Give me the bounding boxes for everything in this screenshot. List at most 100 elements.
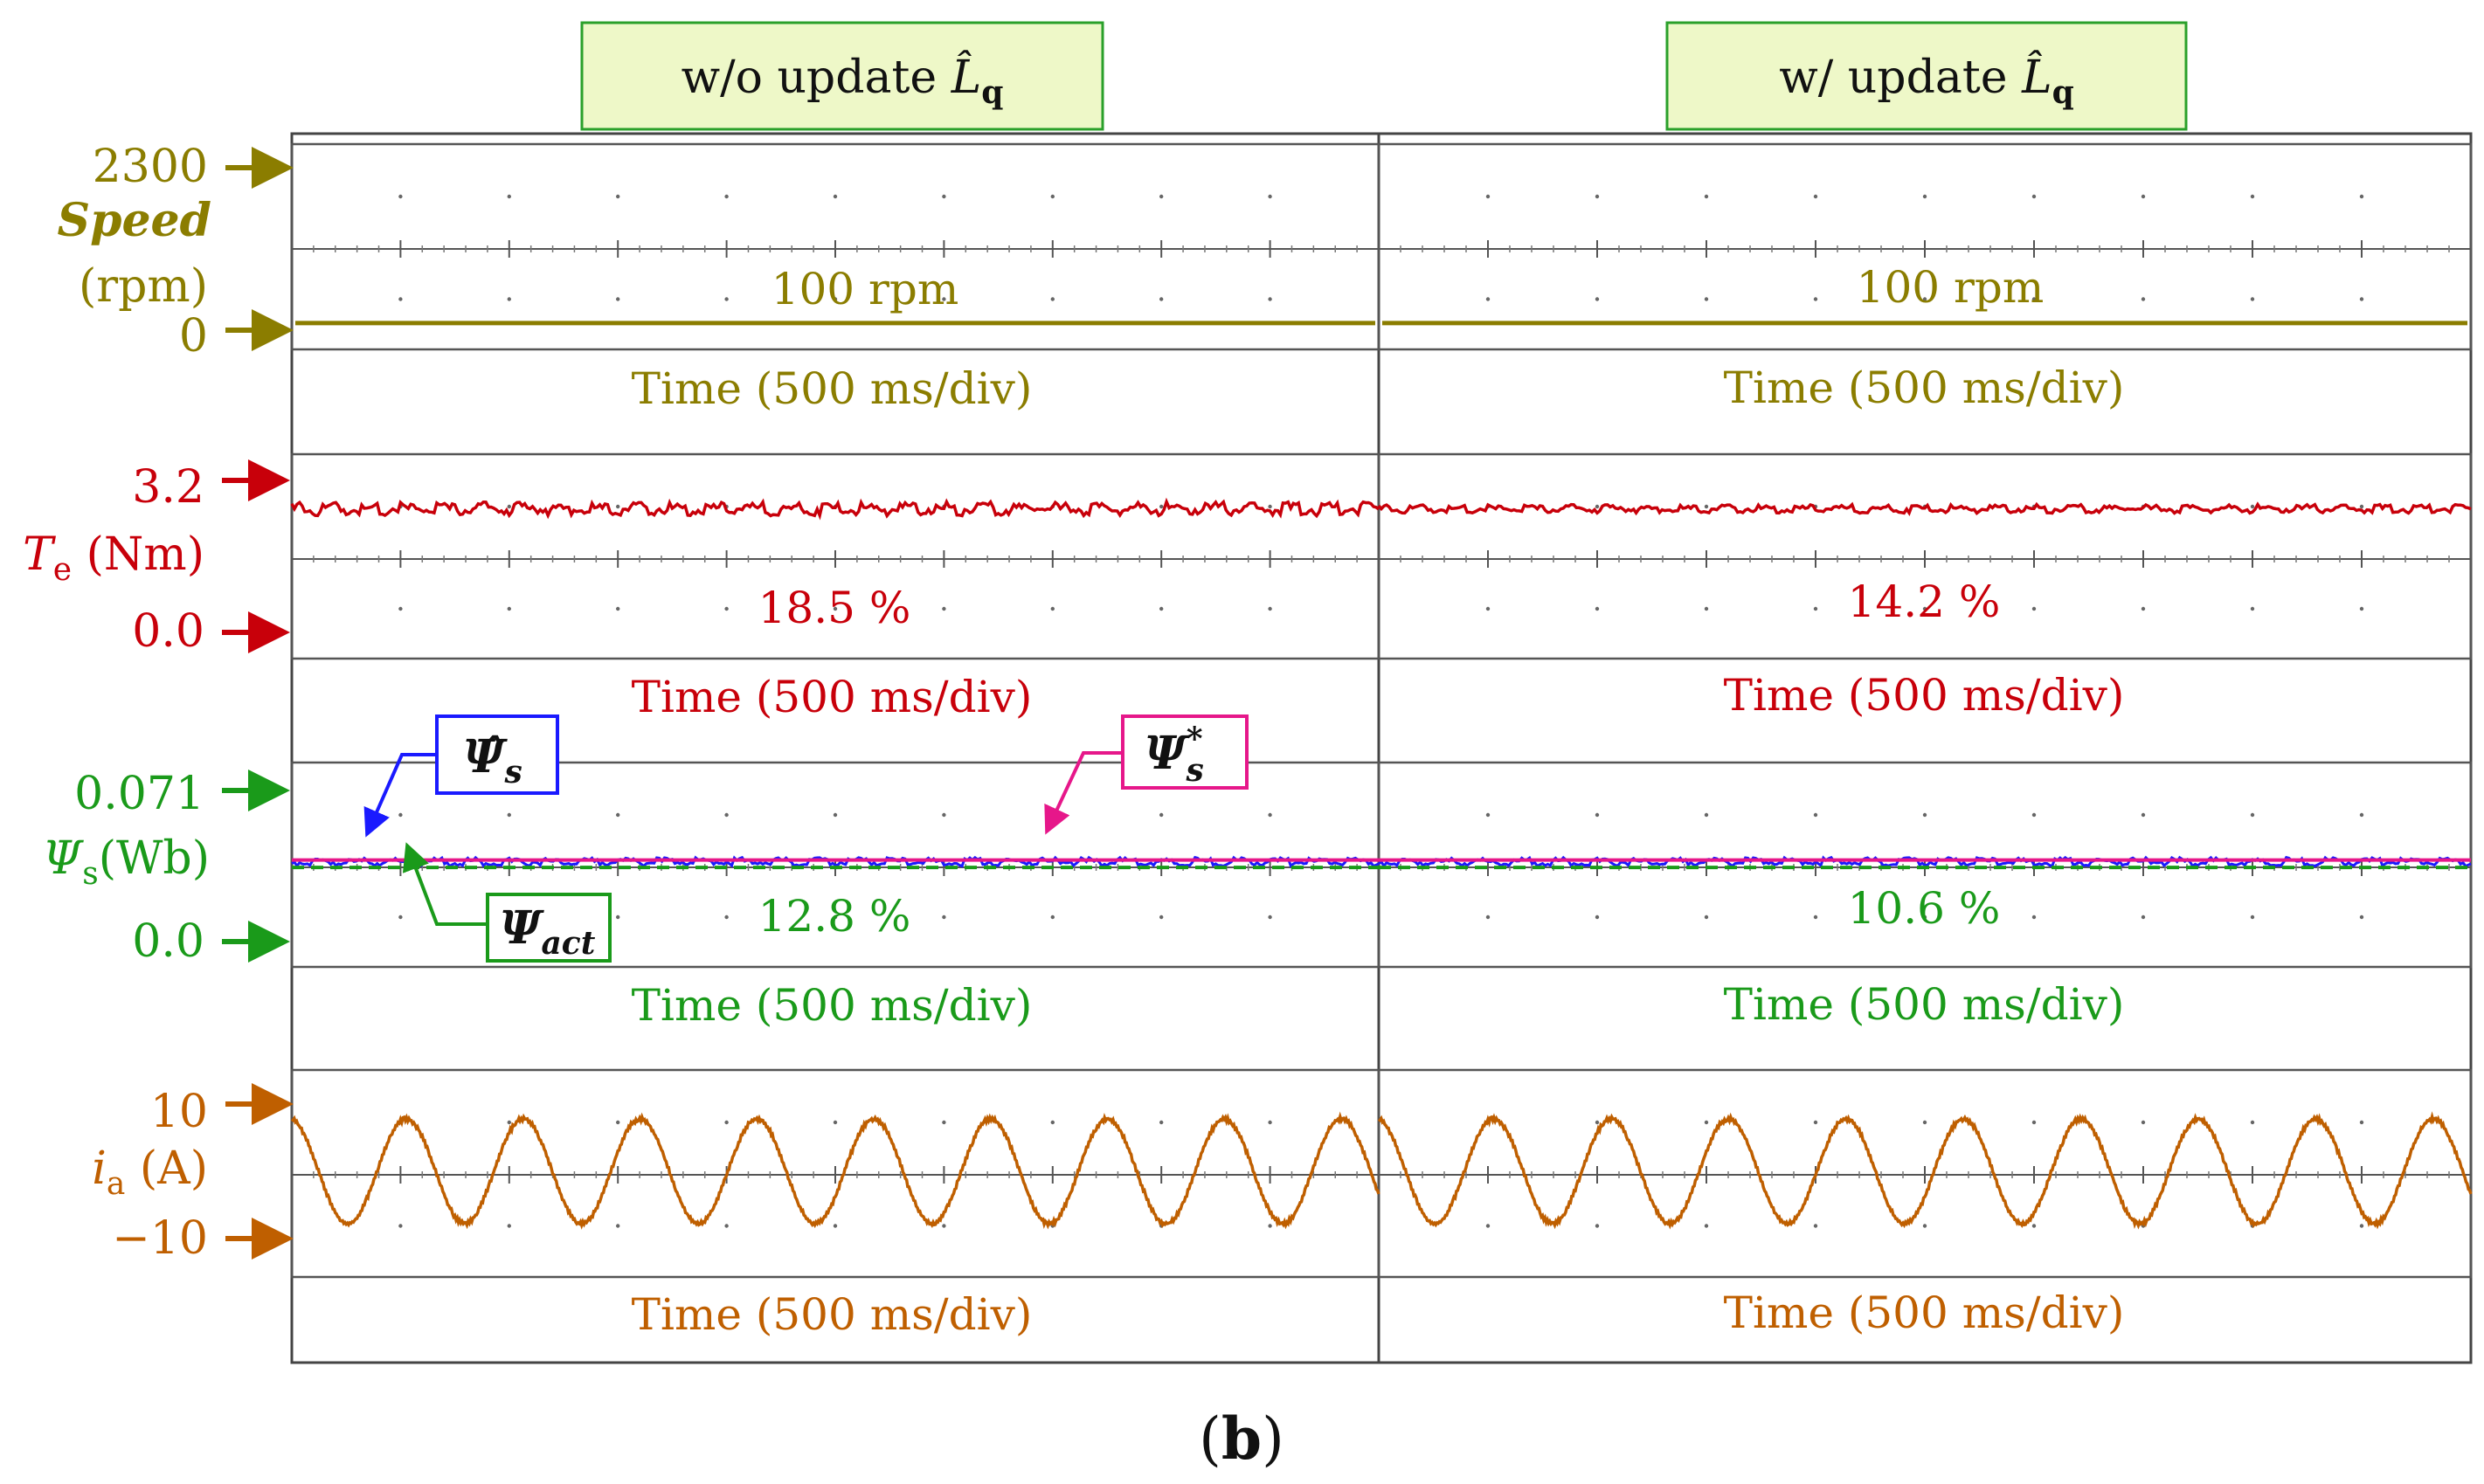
speed-unit: (rpm)	[79, 260, 208, 313]
torque-axis-labels: 3.2 Te (Nm) 0.0	[23, 459, 290, 658]
torque-grid-dot	[507, 504, 511, 509]
speed-box-1	[1377, 142, 2473, 351]
speed-grid-dot	[1485, 194, 1491, 199]
speed-grid-dot	[1813, 194, 1818, 199]
current-grid-dot	[1595, 1120, 1600, 1125]
svg-text:w/o update L̂q: w/o update L̂q	[682, 51, 1004, 111]
flux-grid-dot	[2031, 915, 2037, 920]
speed-grid-dot	[724, 297, 729, 301]
speed-grid-dot	[1050, 194, 1055, 199]
time-label-flux-left: Time (500 ms/div)	[632, 980, 1033, 1031]
time-label-speed-right: Time (500 ms/div)	[1724, 362, 2125, 413]
current-grid-dot	[2031, 1120, 2037, 1125]
current-grid-dot	[1922, 1224, 1927, 1228]
current-trace-0	[290, 1111, 1380, 1230]
flux-top-tick: 0.071	[74, 768, 204, 820]
flux-grid-dot	[1813, 812, 1818, 818]
flux-grid-dot	[1595, 812, 1600, 818]
flux-grid-dot	[833, 812, 838, 818]
torque-grid-dot	[2359, 606, 2364, 611]
speed-grid-dot	[1595, 194, 1600, 199]
speed-grid-dot	[507, 297, 511, 301]
time-label-flux-right: Time (500 ms/div)	[1724, 979, 2125, 1030]
flux-grid-dot	[616, 812, 620, 818]
speed-top-tick: 2300	[93, 141, 208, 193]
right-panel-frame	[1377, 132, 2473, 1364]
flux-grid-dot	[1922, 812, 1927, 818]
flux-grid-dot	[1268, 812, 1272, 818]
torque-grid-dot	[2031, 606, 2037, 611]
speed-bottom-tick: 0	[179, 310, 208, 362]
torque-trace-0	[290, 497, 1380, 521]
header-right-symbol: L̂	[2021, 51, 2052, 104]
flux-ref-symbol: Ψ	[1145, 727, 1189, 780]
flux-grid-dot	[833, 915, 838, 920]
speed-grid-dot	[1922, 194, 1927, 199]
speed-grid-dot	[2359, 297, 2364, 301]
flux-grid-dot	[1595, 915, 1600, 920]
speed-grid-dot	[1159, 297, 1164, 301]
torque-label: Te (Nm)	[23, 528, 204, 588]
current-grid-dot	[1268, 1120, 1272, 1125]
current-grid-dot	[1595, 1224, 1600, 1228]
flux-grid-dot	[1922, 915, 1927, 920]
flux-grid-dot	[1704, 915, 1709, 920]
torque-grid-dot	[2141, 606, 2146, 611]
flux-grid-dot	[398, 915, 403, 920]
traces	[290, 321, 2473, 1230]
svg-text:Ψ̂s: Ψ̂s	[463, 730, 522, 790]
speed-grid-dot	[1813, 297, 1818, 301]
speed-annotation-right: 100 rpm	[1857, 262, 2045, 313]
flux-grid-dot	[1813, 915, 1818, 920]
speed-grid-dot	[2031, 194, 2037, 199]
torque-grid-dot	[398, 606, 403, 611]
speed-grid-dot	[1595, 297, 1600, 301]
current-grid-dot	[1704, 1224, 1709, 1228]
flux-grid-dot	[2250, 915, 2255, 920]
torque-grid-dot	[1159, 504, 1164, 509]
torque-grid-dot	[2250, 504, 2255, 509]
current-grid-dot	[2031, 1224, 2037, 1228]
flux-ref-sub: s	[1185, 752, 1203, 789]
current-grid-dot	[2359, 1120, 2364, 1125]
flux-grid-dot	[2250, 812, 2255, 818]
torque-grid-dot	[724, 606, 729, 611]
speed-grid-dot	[942, 194, 946, 199]
current-grid-dot	[507, 1120, 511, 1125]
current-grid-dot	[1485, 1224, 1491, 1228]
time-label-current-left: Time (500 ms/div)	[632, 1289, 1033, 1340]
torque-grid-dot	[1704, 504, 1709, 509]
flux-bottom-tick: 0.0	[132, 915, 204, 968]
torque-grid-dot	[2359, 504, 2364, 509]
oscilloscope-grid	[290, 132, 2473, 1364]
flux-act-symbol: Ψ	[500, 901, 544, 955]
header-right-text: w/ update	[1779, 52, 2022, 104]
flux-grid-dot	[1268, 915, 1272, 920]
header-left-symbol: L̂	[951, 51, 982, 104]
speed-grid-dot	[2250, 297, 2255, 301]
flux-estimated-callout: Ψ̂s	[363, 714, 559, 838]
torque-grid-dot	[1922, 606, 1927, 611]
current-grid-dot	[1050, 1120, 1055, 1125]
flux-est-symbol: Ψ̂	[463, 730, 508, 783]
speed-grid-dot	[398, 194, 403, 199]
flux-annotation-right: 10.6 %	[1848, 883, 2001, 934]
current-grid-dot	[1813, 1224, 1818, 1228]
torque-grid-dot	[1268, 606, 1272, 611]
torque-grid-dot	[507, 606, 511, 611]
flux-grid-dot	[1704, 812, 1709, 818]
svg-text:Ψs*: Ψs*	[1145, 721, 1204, 789]
torque-bottom-tick: 0.0	[132, 605, 204, 658]
torque-grid-dot	[1485, 606, 1491, 611]
speed-grid-dot	[507, 194, 511, 199]
flux-axis-labels: 0.071 Ψs(Wb) 0.0	[43, 768, 290, 968]
torque-annotation-left: 18.5 %	[758, 583, 911, 633]
torque-annotation-right: 14.2 %	[1848, 576, 2001, 627]
current-grid-dot	[398, 1224, 403, 1228]
torque-grid-dot	[833, 606, 838, 611]
right-panel-annotations: 100 rpm Time (500 ms/div) 14.2 % Time (5…	[1724, 262, 2125, 1338]
figure-caption: (b)	[1199, 1405, 1284, 1473]
torque-grid-dot	[1050, 606, 1055, 611]
speed-axis-labels: 2300 Speed (rpm) 0	[58, 141, 294, 362]
